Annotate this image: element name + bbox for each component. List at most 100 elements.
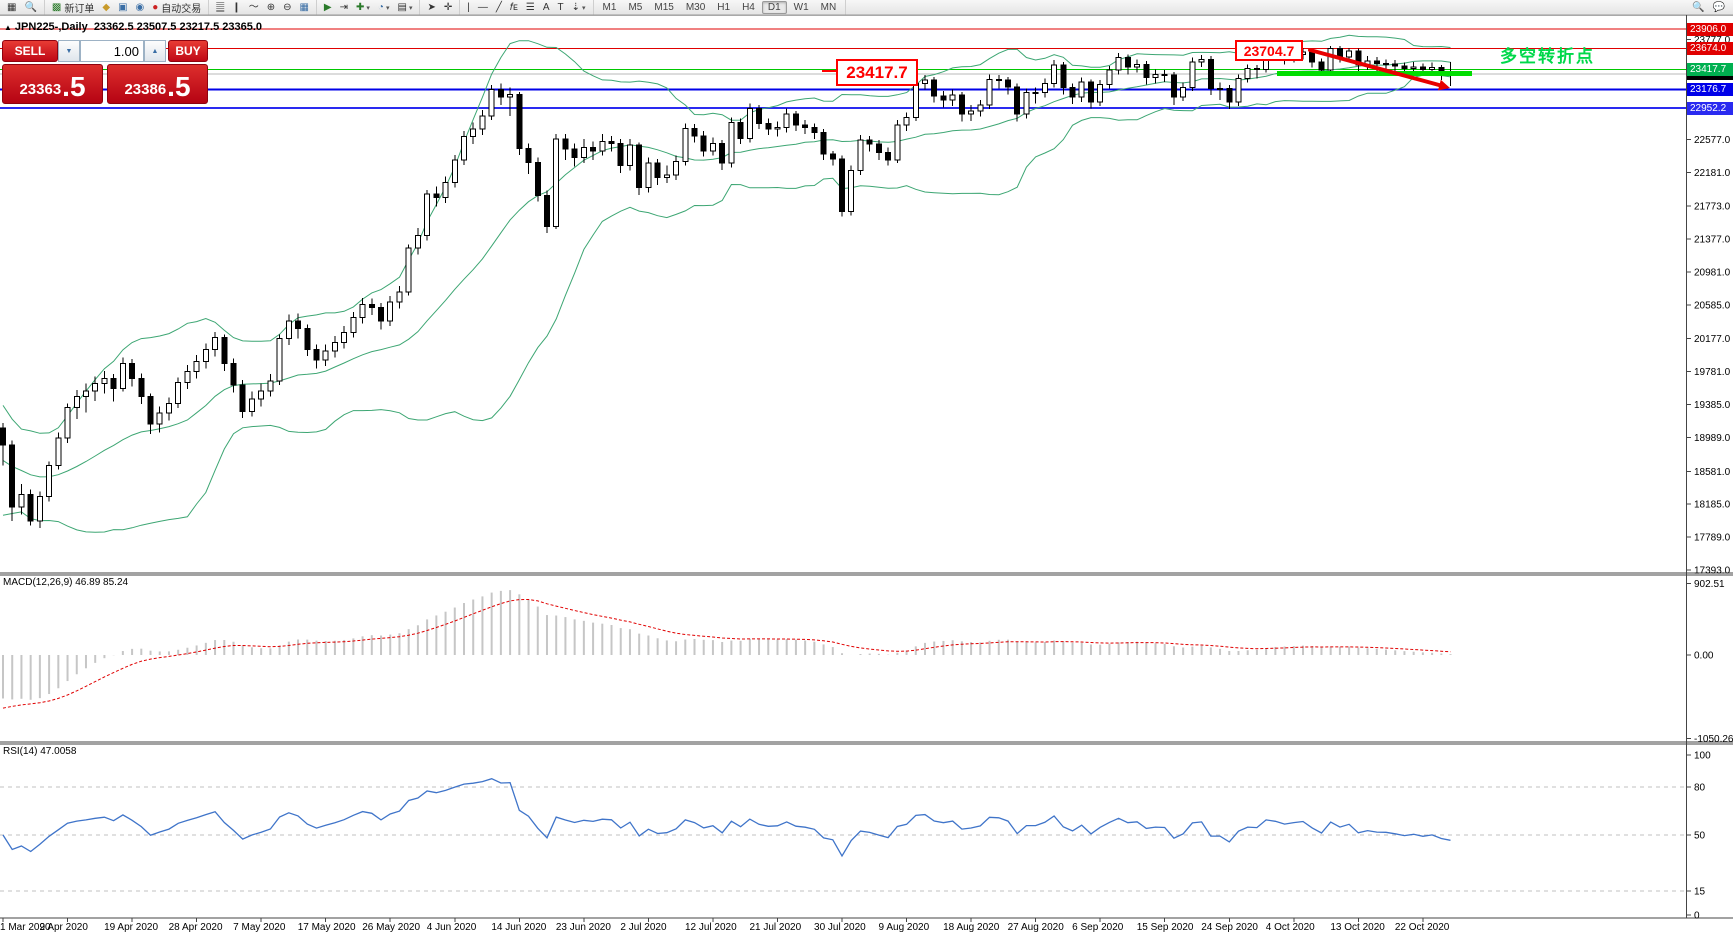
chart-shift-icon[interactable]: ⇥ (339, 2, 349, 13)
red-trend-arrow (1308, 48, 1450, 91)
date-label: 24 Sep 2020 (1201, 922, 1258, 933)
toolbar-right: 🔍 💬 (1688, 1, 1733, 14)
date-label: 14 Jun 2020 (491, 922, 546, 933)
crosshair-icon[interactable]: ✛ (443, 2, 453, 13)
line-chart-icon[interactable]: 〜 (248, 2, 259, 13)
svg-text:902.51: 902.51 (1694, 579, 1725, 590)
svg-text:19781.0: 19781.0 (1694, 367, 1731, 378)
volume-input[interactable]: 1.00 (80, 40, 144, 62)
price-badge-23417.7: 23417.7 (1687, 63, 1733, 77)
svg-text:18185.0: 18185.0 (1694, 500, 1731, 511)
text-label-icon[interactable]: T (557, 2, 564, 13)
sell-button[interactable]: SELL (2, 40, 58, 62)
new-order-button[interactable]: ▩ 新订单 (51, 2, 95, 15)
zoom-out-icon[interactable]: ⊖ (283, 2, 292, 13)
candlestick-icon[interactable]: ❙ (232, 2, 241, 13)
date-label: 22 Oct 2020 (1395, 922, 1450, 933)
toolbar: ▦ 🔍 ▩ 新订单 ◆ ▣ ◉ ● 自动交易 𝄛 ❙ 〜 ⊕ ⊖ ▦ ▶ (0, 0, 1733, 16)
one-click-trading-panel: SELL ▼ 1.00 ▲ BUY 23363.5 23386.5 (2, 40, 208, 104)
svg-text:20585.0: 20585.0 (1694, 300, 1731, 311)
price-level-annotation-23417[interactable]: 23417.7 (836, 59, 918, 86)
price-level-annotation-23704[interactable]: 23704.7 (1235, 40, 1303, 61)
svg-text:-1050.26: -1050.26 (1694, 734, 1733, 745)
data-window-icon[interactable]: ▣ (118, 2, 128, 13)
svg-text:23777.0: 23777.0 (1694, 35, 1731, 46)
svg-text:0.00: 0.00 (1694, 651, 1714, 662)
date-label: 13 Oct 2020 (1330, 922, 1385, 933)
toolbar-group-scroll: ▶ ⇥ ✚ ▾ ◔ ▾ ▤ ▾ (317, 0, 421, 15)
sell-price-display[interactable]: 23363.5 (2, 64, 103, 104)
timeframe-m30[interactable]: M30 (685, 2, 706, 13)
search-icon[interactable]: 🔍 (1692, 2, 1705, 13)
date-label: 21 Jul 2020 (749, 922, 801, 933)
indicators-icon[interactable]: ✚ ▾ (356, 2, 370, 13)
timeframe-d1[interactable]: D1 (761, 1, 787, 14)
horizontal-line-icon[interactable]: — (477, 2, 488, 13)
svg-text:21377.0: 21377.0 (1694, 235, 1731, 246)
timeframe-mn[interactable]: MN (820, 2, 837, 13)
date-label: 4 Oct 2020 (1266, 922, 1315, 933)
fibonacci-icon[interactable]: 𝑓ᴇ (509, 2, 518, 13)
symbol-collapse-icon[interactable]: ▲ (4, 23, 12, 32)
vertical-line-icon[interactable]: | (467, 2, 470, 13)
svg-text:22181.0: 22181.0 (1694, 168, 1731, 179)
templates-icon[interactable]: ▤ ▾ (397, 2, 413, 13)
toolbar-group-cursor: ➤ ✛ (420, 0, 461, 15)
profiles-icon[interactable]: 🔍 (24, 2, 37, 13)
date-label: 19 Apr 2020 (104, 922, 158, 933)
date-label: 9 Apr 2020 (40, 922, 89, 933)
autotrading-button[interactable]: ● 自动交易 (152, 2, 202, 15)
timeframe-m1[interactable]: M1 (602, 2, 617, 13)
date-label: 7 May 2020 (233, 922, 286, 933)
timeframe-m15[interactable]: M15 (654, 2, 674, 13)
timeframe-m5[interactable]: M5 (628, 2, 643, 13)
date-label: 27 Aug 2020 (1008, 922, 1065, 933)
volume-down-button[interactable]: ▼ (58, 40, 80, 62)
trendline-icon[interactable]: ╱ (495, 2, 502, 13)
date-label: 9 Aug 2020 (879, 922, 930, 933)
macd-label: MACD(12,26,9) 46.89 85.24 (3, 577, 129, 588)
symbol-period-label: JPN225-,Daily (14, 21, 88, 33)
svg-text:100: 100 (1694, 751, 1711, 762)
svg-text:18989.0: 18989.0 (1694, 433, 1731, 444)
rsi-label: RSI(14) 47.0058 (3, 746, 77, 757)
green-level-bar (1277, 71, 1472, 76)
svg-text:22577.0: 22577.0 (1694, 135, 1731, 146)
turning-point-note[interactable]: 多空转折点 (1500, 47, 1595, 66)
navigator-icon[interactable]: ◉ (135, 2, 145, 13)
text-icon[interactable]: A (542, 2, 550, 13)
date-label: 15 Sep 2020 (1137, 922, 1194, 933)
date-label: 28 Apr 2020 (169, 922, 223, 933)
buy-price-display[interactable]: 23386.5 (107, 64, 208, 104)
timeframe-bar: M1 M5 M15 M30 H1 H4 D1 W1 MN (594, 0, 847, 15)
autotrading-icon: ● (152, 2, 159, 13)
svg-text:18581.0: 18581.0 (1694, 467, 1731, 478)
buy-price-main: 23386 (124, 81, 167, 98)
zoom-in-icon[interactable]: ⊕ (266, 2, 276, 13)
timeframe-h1[interactable]: H1 (717, 2, 731, 13)
tile-windows-icon[interactable]: ▦ (299, 2, 309, 13)
date-label: 4 Jun 2020 (427, 922, 477, 933)
cursor-icon[interactable]: ➤ (427, 2, 436, 13)
periods-icon[interactable]: ◔ ▾ (377, 2, 390, 13)
svg-text:19385.0: 19385.0 (1694, 400, 1731, 411)
toolbar-group-standard: ▦ 🔍 (0, 0, 45, 15)
channel-icon[interactable]: ☰ (525, 2, 535, 13)
new-chart-icon[interactable]: ▦ (7, 2, 17, 13)
sell-price-pip: .5 (62, 71, 86, 102)
timeframe-h4[interactable]: H4 (742, 2, 755, 13)
arrows-icon[interactable]: ⇣ ▾ (571, 2, 586, 13)
svg-text:20981.0: 20981.0 (1694, 267, 1731, 278)
bar-chart-icon[interactable]: 𝄛 (216, 2, 225, 13)
date-label: 17 May 2020 (298, 922, 356, 933)
buy-button[interactable]: BUY (168, 40, 208, 62)
market-watch-icon[interactable]: ◆ (102, 2, 111, 13)
chart-title: ▲ JPN225-,Daily 23362.5 23507.5 23217.5 2… (4, 21, 262, 33)
auto-scroll-icon[interactable]: ▶ (323, 2, 332, 13)
svg-text:21773.0: 21773.0 (1694, 202, 1731, 213)
volume-up-button[interactable]: ▲ (144, 40, 166, 62)
chat-icon[interactable]: 💬 (1712, 2, 1725, 13)
timeframe-w1[interactable]: W1 (793, 2, 809, 13)
